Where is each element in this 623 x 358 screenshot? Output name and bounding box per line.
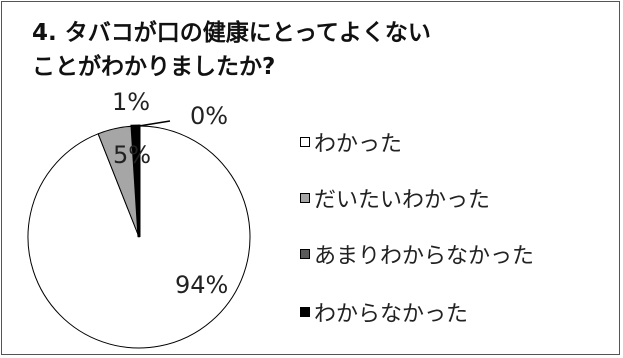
legend-label: わからなかった [314, 302, 469, 327]
legend-label: だいたいわかった [314, 188, 491, 213]
chart-title-line-2: ことがわかりましたか? [32, 54, 276, 80]
legend-item: わからなかった [300, 298, 469, 327]
legend-swatch [300, 249, 310, 259]
data-label: 5% [113, 141, 151, 169]
legend-swatch [300, 193, 310, 203]
slice-amari-wakaranakatta-edge [130, 124, 141, 238]
legend-item: あまりわからなかった [300, 240, 535, 269]
leader-line [138, 120, 171, 127]
legend-label: わかった [314, 132, 403, 157]
legend-swatch [300, 307, 310, 317]
data-label: 94% [175, 271, 228, 299]
chart-title: 4. タバコが口の健康にとってよくない ことがわかりましたか? [32, 16, 431, 84]
legend-swatch [300, 137, 310, 147]
legend-item: だいたいわかった [300, 184, 491, 213]
legend-label: あまりわからなかった [314, 244, 535, 269]
chart-title-line-1: 4. タバコが口の健康にとってよくない [32, 20, 431, 46]
legend-item: わかった [300, 128, 403, 157]
data-label: 1% [112, 88, 150, 116]
data-label: 0% [190, 102, 228, 130]
